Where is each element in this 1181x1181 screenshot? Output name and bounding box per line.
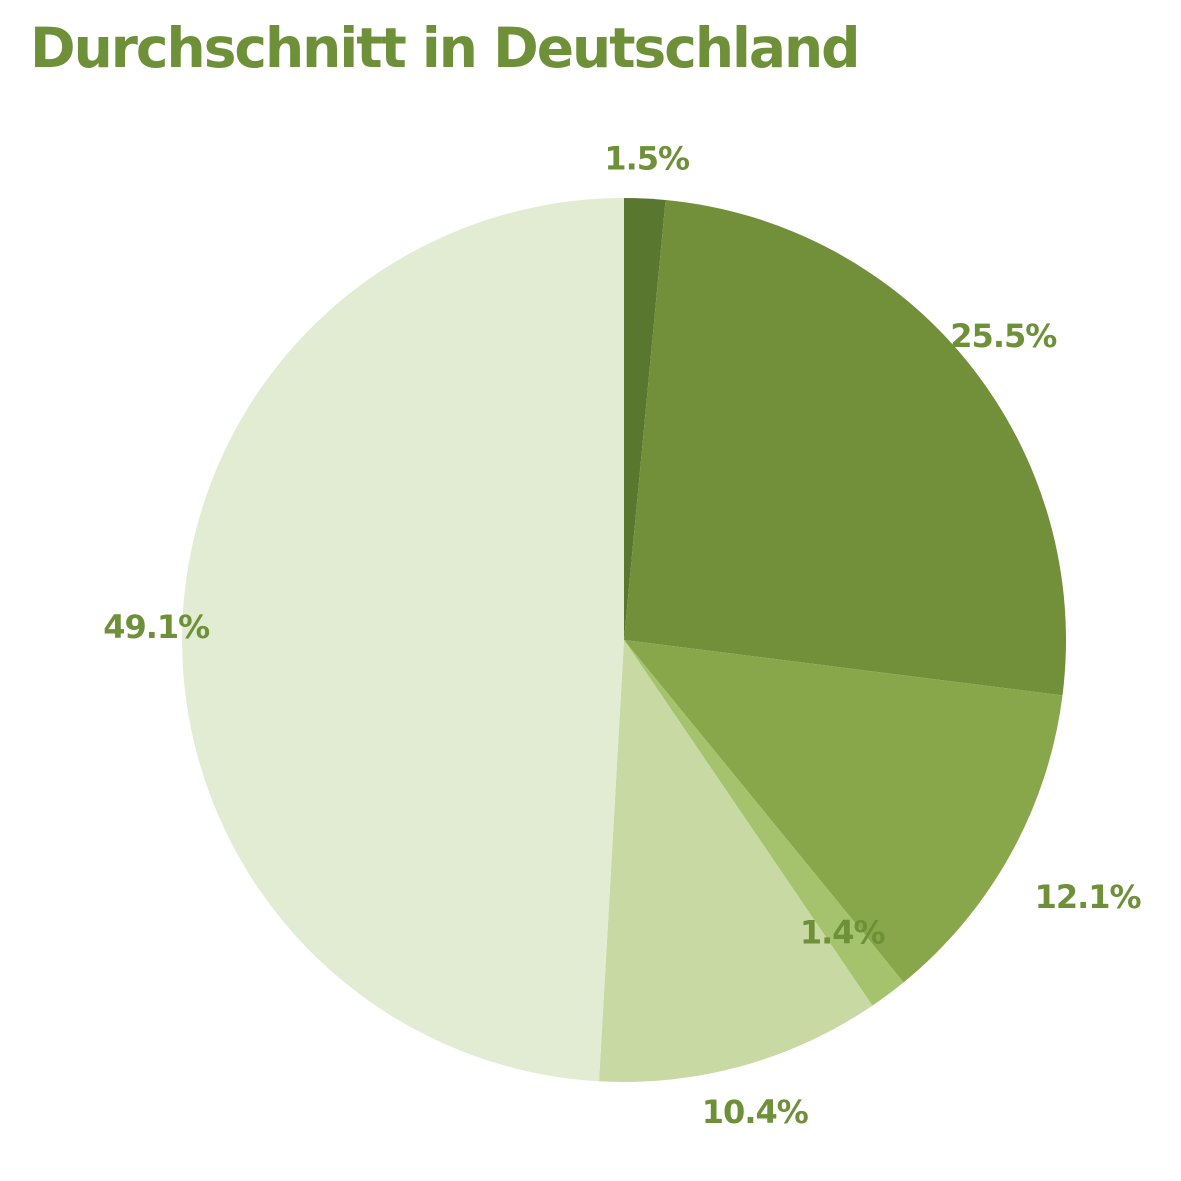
pie-label-6: 49.1% bbox=[103, 608, 210, 646]
pie-slice-6 bbox=[182, 198, 624, 1082]
pie-slices bbox=[182, 198, 1066, 1082]
pie-label-5: 10.4% bbox=[702, 1093, 809, 1131]
pie-label-3: 12.1% bbox=[1035, 878, 1142, 916]
pie-label-1: 1.5% bbox=[604, 140, 690, 178]
pie-labels: 1.5% 25.5% 12.1% 1.4% 10.4% 49.1% bbox=[103, 140, 1142, 1132]
pie-slice-2 bbox=[624, 199, 1066, 696]
chart-title: Durchschnitt in Deutschland bbox=[30, 16, 860, 80]
pie-label-4: 1.4% bbox=[800, 914, 886, 952]
pie-slice-4 bbox=[624, 640, 904, 1006]
pie-slice-1 bbox=[624, 198, 666, 640]
pie-slice-5 bbox=[599, 640, 873, 1082]
pie-slice-3 bbox=[624, 640, 1063, 983]
pie-label-2: 25.5% bbox=[950, 317, 1057, 355]
